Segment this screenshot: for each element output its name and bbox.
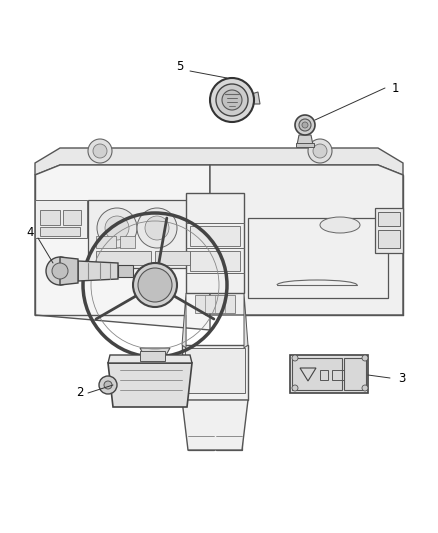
FancyBboxPatch shape — [292, 358, 342, 390]
Polygon shape — [35, 148, 403, 175]
FancyBboxPatch shape — [88, 200, 196, 268]
Circle shape — [302, 122, 308, 128]
FancyBboxPatch shape — [120, 236, 135, 248]
FancyBboxPatch shape — [188, 422, 214, 450]
FancyBboxPatch shape — [216, 422, 242, 450]
FancyBboxPatch shape — [248, 218, 388, 298]
Polygon shape — [108, 355, 192, 363]
FancyBboxPatch shape — [118, 265, 133, 277]
Circle shape — [52, 263, 68, 279]
FancyBboxPatch shape — [96, 236, 116, 248]
FancyBboxPatch shape — [190, 251, 240, 271]
Circle shape — [308, 139, 332, 163]
Circle shape — [137, 208, 177, 248]
Polygon shape — [244, 293, 248, 348]
Circle shape — [46, 257, 74, 285]
FancyBboxPatch shape — [296, 143, 314, 147]
Circle shape — [145, 216, 169, 240]
FancyBboxPatch shape — [40, 227, 80, 236]
Circle shape — [105, 216, 129, 240]
FancyBboxPatch shape — [186, 193, 244, 293]
Text: 3: 3 — [398, 372, 406, 384]
Polygon shape — [297, 135, 313, 145]
FancyBboxPatch shape — [140, 351, 165, 361]
FancyBboxPatch shape — [185, 348, 245, 393]
FancyBboxPatch shape — [182, 345, 248, 400]
Circle shape — [99, 376, 117, 394]
Text: 1: 1 — [391, 82, 399, 94]
Polygon shape — [290, 355, 368, 393]
FancyBboxPatch shape — [40, 210, 60, 225]
FancyBboxPatch shape — [378, 212, 400, 226]
Circle shape — [299, 119, 311, 131]
FancyBboxPatch shape — [375, 208, 403, 253]
Circle shape — [133, 263, 177, 307]
FancyBboxPatch shape — [96, 251, 151, 265]
FancyBboxPatch shape — [378, 230, 400, 248]
Circle shape — [295, 115, 315, 135]
FancyBboxPatch shape — [35, 200, 87, 238]
Circle shape — [104, 381, 112, 389]
Text: 4: 4 — [26, 227, 34, 239]
Ellipse shape — [320, 217, 360, 233]
Circle shape — [362, 355, 368, 361]
Circle shape — [138, 268, 172, 302]
Polygon shape — [210, 165, 403, 315]
FancyBboxPatch shape — [190, 226, 240, 246]
FancyBboxPatch shape — [155, 251, 190, 265]
Circle shape — [292, 385, 298, 391]
FancyBboxPatch shape — [344, 358, 366, 390]
Ellipse shape — [58, 263, 86, 277]
Circle shape — [292, 355, 298, 361]
Circle shape — [216, 84, 248, 116]
Polygon shape — [248, 92, 260, 104]
Circle shape — [222, 90, 242, 110]
Text: 5: 5 — [177, 60, 184, 72]
Polygon shape — [60, 257, 78, 285]
Text: 2: 2 — [76, 386, 84, 400]
Polygon shape — [182, 400, 248, 450]
Polygon shape — [108, 363, 192, 407]
Circle shape — [93, 144, 107, 158]
Circle shape — [210, 78, 254, 122]
Polygon shape — [78, 261, 118, 281]
Circle shape — [88, 139, 112, 163]
Polygon shape — [182, 293, 186, 348]
Circle shape — [313, 144, 327, 158]
Polygon shape — [140, 348, 170, 357]
Polygon shape — [35, 165, 210, 330]
FancyBboxPatch shape — [63, 210, 81, 225]
FancyBboxPatch shape — [195, 295, 235, 313]
Circle shape — [362, 385, 368, 391]
Circle shape — [97, 208, 137, 248]
